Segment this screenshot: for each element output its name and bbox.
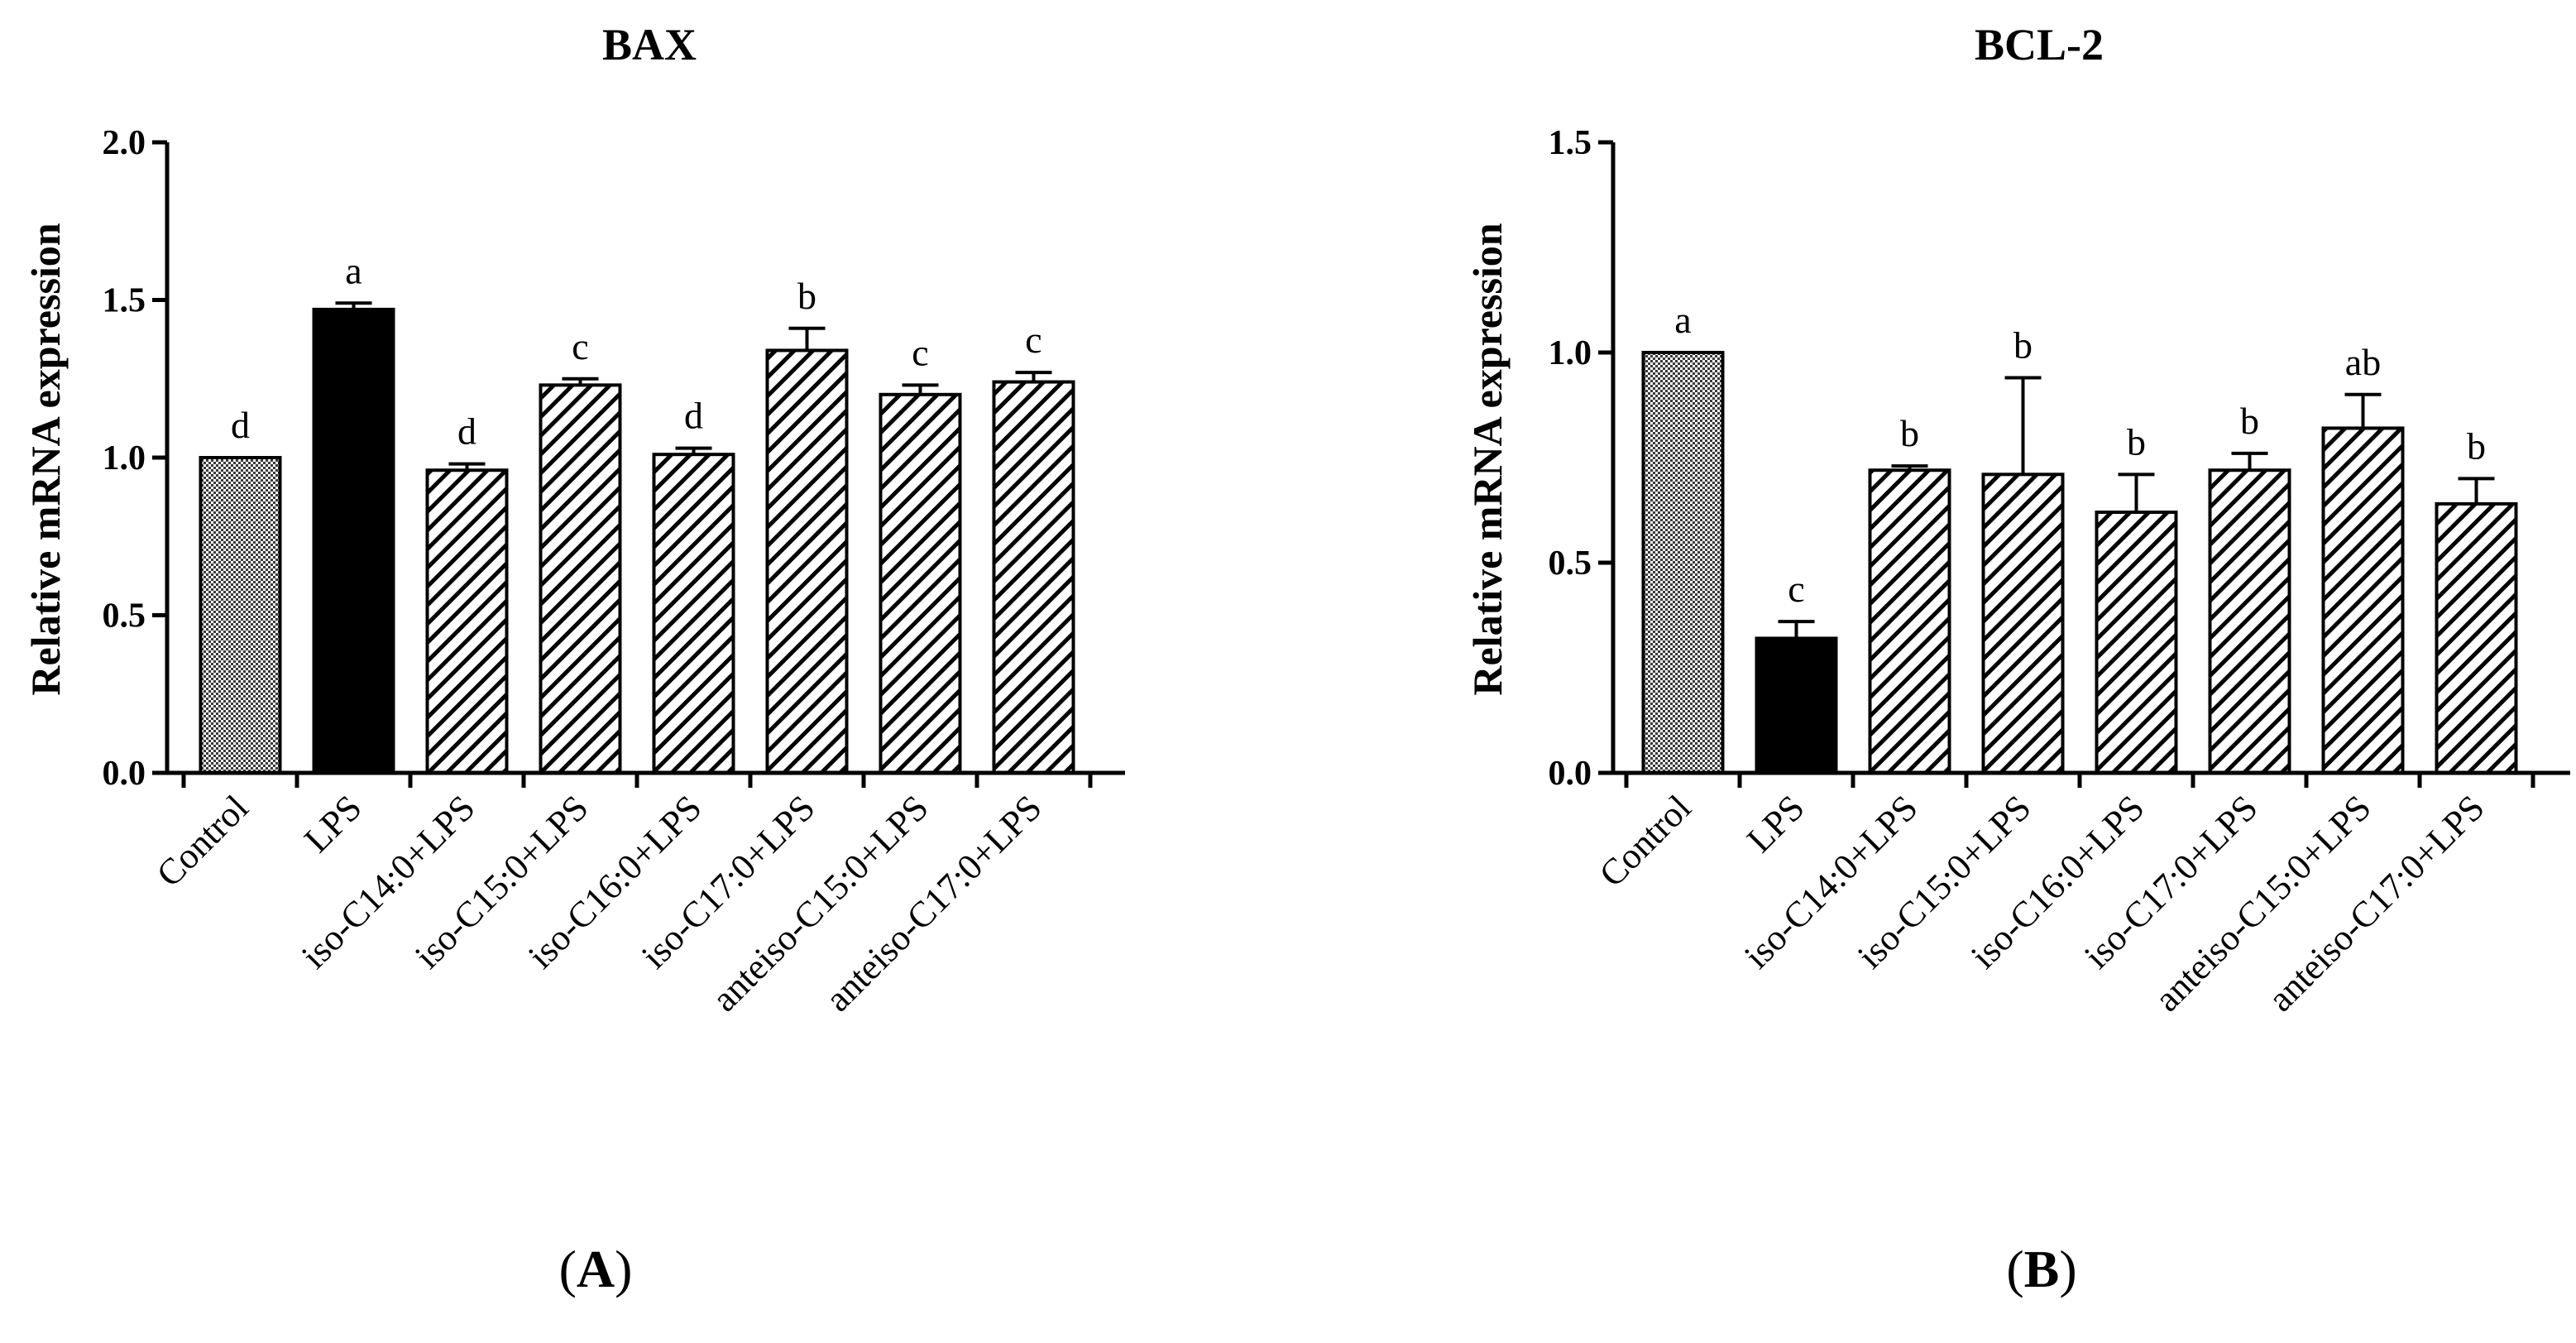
bax-significance-label: c	[572, 325, 588, 367]
bcl2-bar	[2321, 426, 2405, 775]
bcl2-x-tick-label: LPS	[1739, 787, 1812, 860]
bax-bar	[765, 348, 849, 775]
bcl2-bar	[1981, 472, 2065, 775]
bax-x-tick-label: anteiso-C15:0+LPS	[704, 787, 936, 1019]
bax-bar	[312, 307, 395, 775]
bax-significance-label: d	[684, 395, 703, 437]
bax-x-tick-label: anteiso-C17:0+LPS	[817, 787, 1049, 1019]
bax-significance-label: d	[457, 410, 476, 453]
bax-bar	[199, 456, 282, 775]
bcl2-y-tick-label: 0.5	[1549, 544, 1592, 583]
bcl2-y-axis-title: Relative mRNA expression	[1464, 223, 1511, 695]
bcl2-x-tick-label: anteiso-C15:0+LPS	[2147, 787, 2378, 1019]
bax-y-tick-label: 2.0	[103, 124, 146, 162]
bax-significance-label: c	[1025, 319, 1041, 361]
bcl2-bar	[1641, 351, 1725, 775]
bcl2-panel-label: (B)	[2006, 1240, 2076, 1298]
bcl2-bar	[1868, 468, 1951, 775]
bcl2-significance-label: ab	[2345, 341, 2381, 383]
bax-bar	[425, 468, 509, 775]
bax-bar	[992, 380, 1075, 775]
bcl2-y-tick-label: 1.0	[1549, 334, 1592, 372]
bax-y-tick-label: 0.5	[103, 597, 146, 636]
bax-x-tick-label: Control	[149, 787, 256, 895]
bcl2-significance-label: a	[1674, 299, 1691, 341]
bcl2-y-tick-label: 1.5	[1549, 124, 1592, 162]
bax-y-axis-title: Relative mRNA expression	[22, 223, 69, 695]
bcl2-significance-label: b	[2240, 400, 2259, 442]
bcl2-bar	[2435, 501, 2518, 775]
bax-significance-label: b	[797, 275, 816, 317]
bcl2-y-tick-label: 0.0	[1549, 755, 1592, 793]
bcl2-significance-label: b	[2467, 424, 2486, 467]
bax-y-tick-label: 1.5	[103, 282, 146, 320]
bax-y-tick-label: 1.0	[103, 439, 146, 477]
bax-significance-label: c	[912, 331, 928, 373]
bcl2-significance-label: b	[2127, 420, 2146, 463]
bcl2-significance-label: b	[1900, 412, 1919, 454]
bax-x-tick-label: LPS	[296, 787, 369, 860]
bax-significance-label: a	[345, 249, 362, 291]
bcl2-significance-label: b	[2013, 324, 2033, 366]
bcl2-x-tick-label: Control	[1592, 787, 1699, 895]
bcl2-significance-label: c	[1788, 568, 1804, 610]
bax-bar	[652, 453, 735, 775]
bcl2-bar	[2095, 511, 2178, 775]
bcl2-bar	[2208, 468, 2291, 775]
bax-significance-label: d	[231, 404, 250, 446]
bcl2-bar	[1755, 636, 1838, 775]
bax-bar	[879, 392, 962, 775]
bcl2-chart-title: BCL-2	[1975, 20, 2104, 70]
bax-chart-panel: BAX Relative mRNA expression (A) d Contro…	[22, 20, 1125, 1298]
bax-bar	[539, 383, 622, 775]
bax-y-tick-label: 0.0	[103, 755, 146, 793]
bcl2-x-tick-label: anteiso-C17:0+LPS	[2260, 787, 2492, 1019]
bax-chart-title: BAX	[602, 20, 697, 70]
bax-panel-label: (A)	[559, 1240, 633, 1298]
bcl2-chart-panel: BCL-2 Relative mRNA expression (B) a Cont…	[1464, 20, 2570, 1298]
